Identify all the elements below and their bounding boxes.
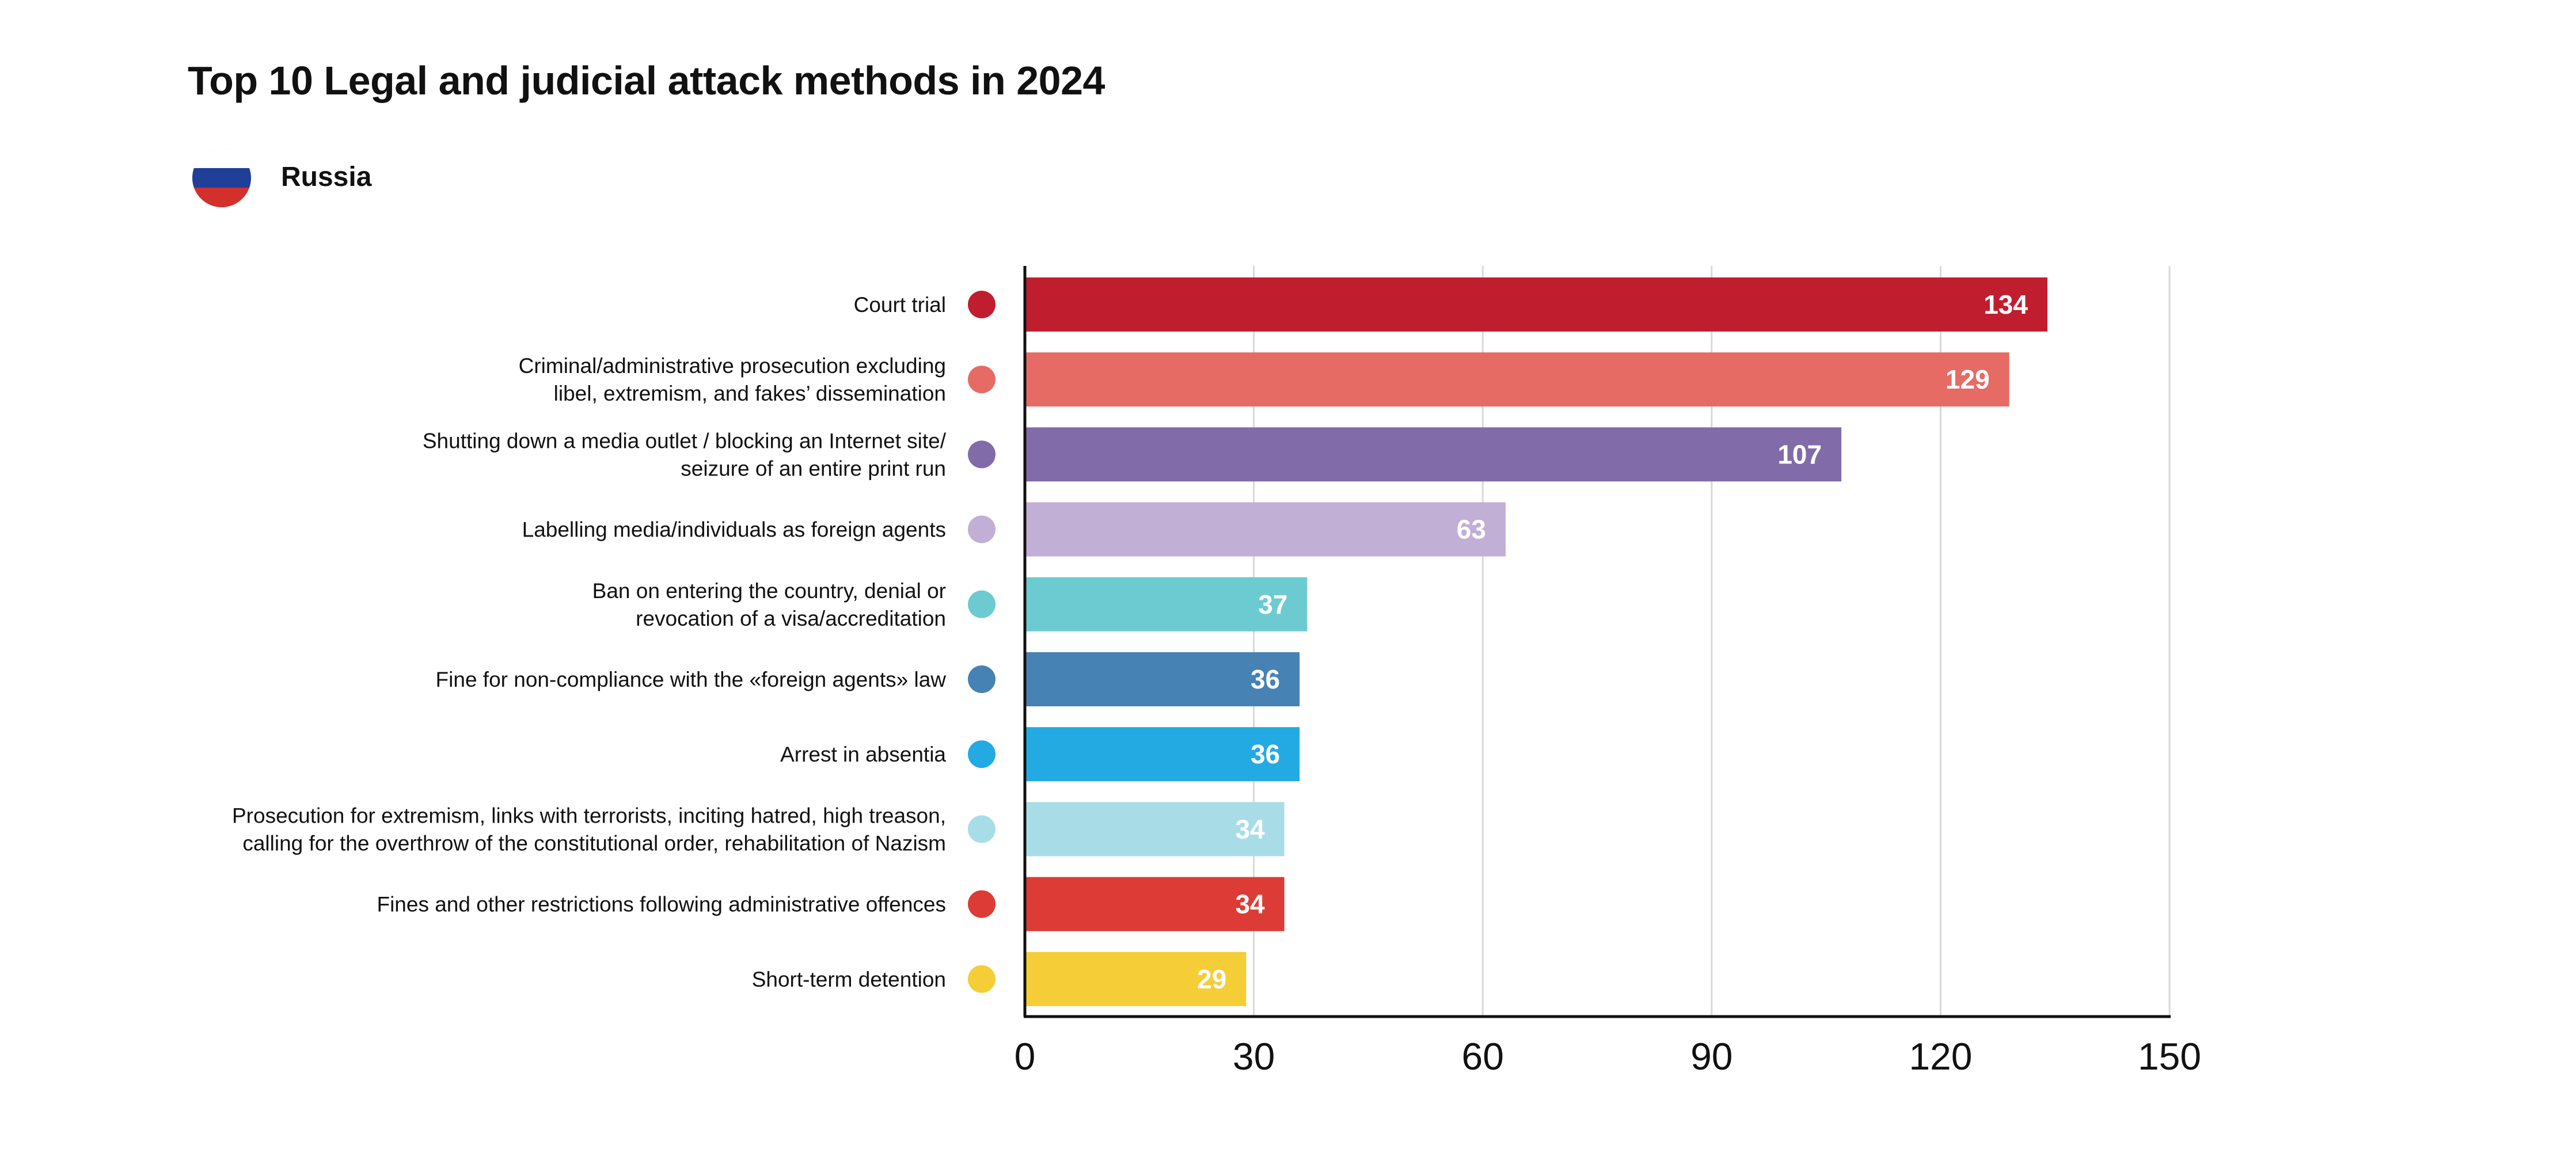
category-label: Criminal/administrative prosecution excl… — [519, 354, 946, 378]
category-marker — [968, 291, 996, 318]
bar — [1025, 427, 1842, 482]
category-label: Ban on entering the country, denial or — [592, 579, 946, 603]
category-marker — [968, 740, 996, 768]
category-label: revocation of a visa/accreditation — [636, 607, 946, 630]
bar — [1025, 502, 1506, 557]
data-label: 107 — [1777, 439, 1822, 469]
bars — [1025, 277, 2047, 1006]
category-marker — [968, 965, 996, 993]
bar — [1025, 352, 2009, 407]
bar — [1025, 802, 1285, 857]
category-label: Fines and other restrictions following a… — [377, 893, 946, 916]
data-label: 134 — [1984, 290, 2028, 319]
bar — [1025, 877, 1285, 931]
category-label: Short-term detention — [752, 968, 946, 991]
bar — [1025, 577, 1308, 631]
category-marker — [968, 815, 996, 843]
flag-stripe-blue — [192, 168, 251, 188]
flag-stripe-red — [192, 188, 251, 207]
category-marker — [968, 440, 996, 469]
data-label: 129 — [1946, 364, 1990, 394]
value-labels: 134 129 107 63 37 36 36 34 34 29 — [1197, 290, 2028, 994]
bar — [1025, 952, 1247, 1006]
category-marker — [968, 515, 996, 543]
category-label: Court trial — [854, 293, 946, 317]
category-marker — [968, 590, 996, 618]
data-label: 36 — [1251, 739, 1280, 769]
category-label: Arrest in absentia — [780, 743, 946, 766]
bar — [1025, 652, 1300, 706]
category-label: Fine for non-compliance with the «foreig… — [436, 668, 947, 691]
x-tick-label: 0 — [1015, 1035, 1036, 1078]
data-label: 29 — [1197, 964, 1226, 994]
data-label: 37 — [1258, 589, 1287, 619]
data-label: 36 — [1251, 664, 1280, 694]
x-tick-label: 30 — [1233, 1035, 1275, 1078]
category-markers — [968, 291, 996, 993]
category-label: libel, extremism, and fakes’ disseminati… — [554, 382, 946, 405]
category-label: calling for the overthrow of the constit… — [242, 831, 946, 855]
russia-flag-icon — [192, 149, 251, 207]
chart-title: Top 10 Legal and judicial attack methods… — [188, 58, 1105, 103]
x-tick-label: 120 — [1909, 1035, 1972, 1078]
category-label: Shutting down a media outlet / blocking … — [423, 429, 947, 452]
x-tick-label: 150 — [2138, 1035, 2201, 1078]
category-label: Labelling media/individuals as foreign a… — [522, 518, 946, 542]
flag-stripe-white — [192, 149, 251, 168]
data-label: 63 — [1457, 515, 1486, 545]
category-label: seizure of an entire print run — [681, 456, 946, 480]
legend-country-name: Russia — [281, 162, 372, 192]
tick-labels: 0 30 60 90 120 150 — [1015, 1035, 2201, 1078]
axes — [1023, 266, 2171, 1018]
category-marker — [968, 665, 996, 693]
category-marker — [968, 366, 996, 394]
x-tick-label: 90 — [1690, 1035, 1732, 1078]
bar — [1025, 277, 2047, 332]
data-label: 34 — [1235, 889, 1265, 919]
bar — [1025, 727, 1300, 782]
x-tick-label: 60 — [1461, 1035, 1503, 1078]
category-marker — [968, 890, 996, 918]
category-label: Prosecution for extremism, links with te… — [232, 804, 946, 827]
category-labels: Court trial Criminal/administrative prose… — [232, 293, 947, 991]
data-label: 34 — [1235, 814, 1265, 844]
